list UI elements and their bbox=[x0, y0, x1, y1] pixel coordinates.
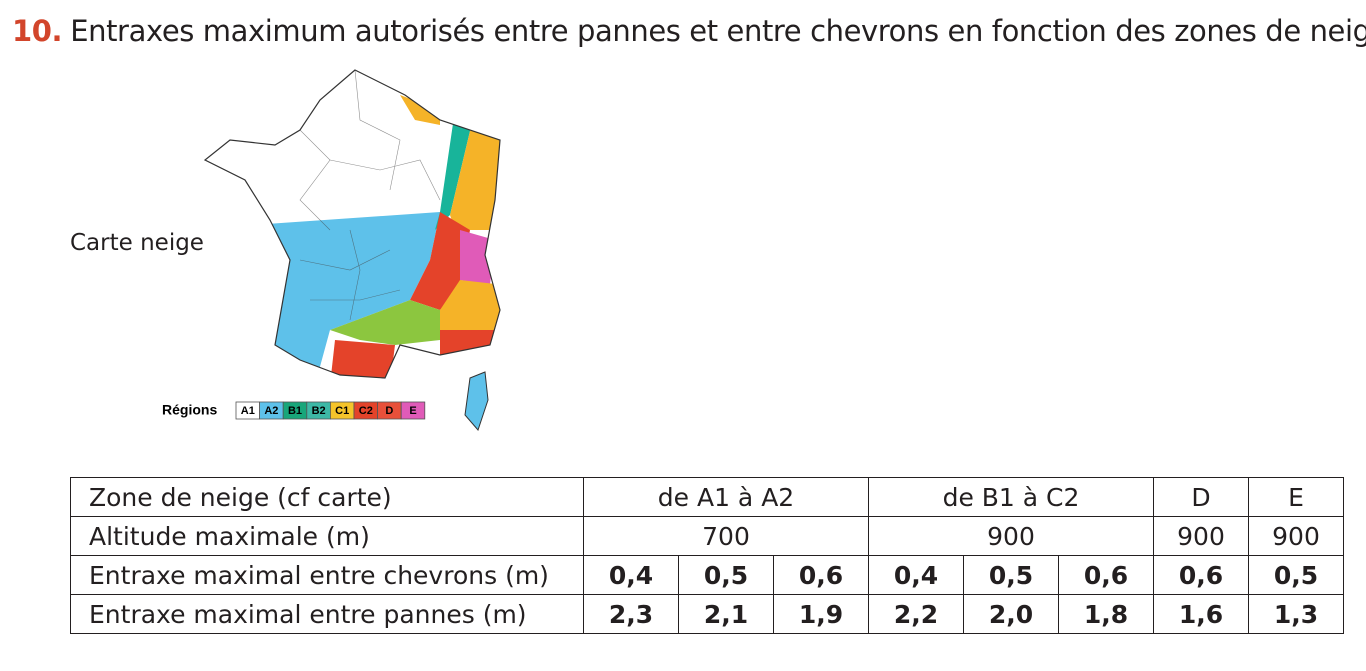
cell: 0,5 bbox=[678, 555, 774, 595]
cell: 0,4 bbox=[583, 555, 679, 595]
cell: E bbox=[1248, 477, 1344, 517]
snow-table: Zone de neige (cf carte) de A1 à A2 de B… bbox=[70, 477, 1344, 634]
legend-label: C2 bbox=[359, 405, 373, 417]
cell: 0,6 bbox=[1153, 555, 1249, 595]
cell: D bbox=[1153, 477, 1249, 517]
legend-label: C1 bbox=[335, 405, 349, 417]
legend-swatch bbox=[400, 401, 426, 420]
cell: 2,2 bbox=[868, 594, 964, 634]
header-row: Zone de neige (cf carte) de A1 à A2 de B… bbox=[70, 477, 1344, 517]
snow-map: Régions A1 A2 B1 B2 C1 C2 D E bbox=[162, 69, 501, 431]
cell: Zone de neige (cf carte) bbox=[70, 477, 584, 517]
cell: 1,8 bbox=[1058, 594, 1154, 634]
cell: 0,6 bbox=[1058, 555, 1154, 595]
cell: de A1 à A2 bbox=[583, 477, 869, 517]
chevrons-row: Entraxe maximal entre chevrons (m) 0,4 0,5… bbox=[70, 555, 1344, 595]
map-label: Carte neige bbox=[70, 230, 204, 256]
cell: Entraxe maximal entre pannes (m) bbox=[70, 594, 584, 634]
cell: 1,6 bbox=[1153, 594, 1249, 634]
legend-label: A2 bbox=[264, 405, 278, 417]
legend-label: E bbox=[409, 405, 416, 417]
cell: de B1 à C2 bbox=[868, 477, 1154, 517]
cell: 0,5 bbox=[1248, 555, 1344, 595]
cell: 1,3 bbox=[1248, 594, 1344, 634]
cell: 2,3 bbox=[583, 594, 679, 634]
cell: 1,9 bbox=[773, 594, 869, 634]
legend-label: B1 bbox=[288, 405, 302, 417]
cell: 900 bbox=[1153, 516, 1249, 556]
cell: Entraxe maximal entre chevrons (m) bbox=[70, 555, 584, 595]
heading-number: 10. bbox=[12, 14, 63, 48]
cell: 2,0 bbox=[963, 594, 1059, 634]
cell: 900 bbox=[1248, 516, 1344, 556]
cell: 0,4 bbox=[868, 555, 964, 595]
legend-label: D bbox=[385, 405, 393, 417]
cell: 2,1 bbox=[678, 594, 774, 634]
heading: 10. Entraxes maximum autorisés entre pann… bbox=[12, 14, 1366, 48]
legend-title: Régions bbox=[162, 402, 217, 418]
legend-label: A1 bbox=[241, 405, 255, 417]
map-regions bbox=[205, 70, 500, 378]
pannes-row: Entraxe maximal entre pannes (m) 2,3 2,1 1,… bbox=[70, 594, 1344, 634]
cell: 0,6 bbox=[773, 555, 869, 595]
altitude-row: Altitude maximale (m) 700 900 900 900 bbox=[70, 516, 1344, 556]
cell: 0,5 bbox=[963, 555, 1059, 595]
cell: Altitude maximale (m) bbox=[70, 516, 584, 556]
legend-label: B2 bbox=[312, 405, 326, 417]
cell: 900 bbox=[868, 516, 1154, 556]
cell: 700 bbox=[583, 516, 869, 556]
heading-title: Entraxes maximum autorisés entre pannes … bbox=[70, 14, 1366, 48]
